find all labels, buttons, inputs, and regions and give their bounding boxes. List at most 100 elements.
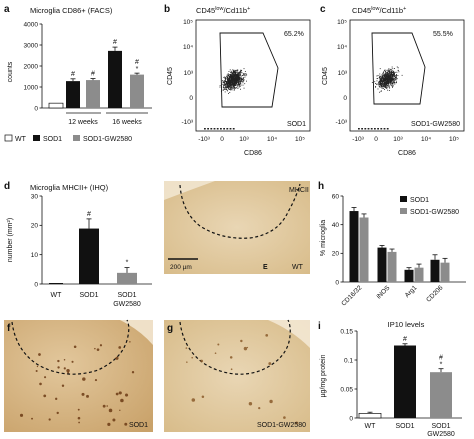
stained-cell	[185, 347, 188, 349]
panel-c-xlabel: CD86	[398, 150, 416, 157]
stained-cell	[125, 393, 129, 397]
panel-b-yticks: 10⁵ 10⁴ 10³ 0 -10³	[181, 19, 193, 126]
bar-sod1-12wk	[66, 81, 80, 108]
event-dot	[393, 72, 395, 74]
event-dot	[221, 86, 223, 88]
stained-cell	[108, 408, 113, 413]
event-dot	[228, 78, 230, 80]
panel-d: d Microglia MHCII+ (IHQ) number (mm²) 0 1…	[4, 181, 152, 308]
ytick: 10⁵	[337, 19, 347, 26]
event-dot	[229, 71, 231, 73]
panel-c-xticks: -10³ 0 10³ 10⁴ 10⁵	[352, 136, 459, 143]
event-dot	[239, 75, 241, 77]
micrograph-f	[4, 320, 153, 432]
event-dot	[230, 85, 231, 87]
event-dot	[243, 73, 245, 75]
stained-cell	[36, 365, 39, 368]
legend-swatch-wt	[4, 134, 13, 142]
legend-label-gw: SOD1-GW2580	[83, 136, 132, 143]
event-dot	[393, 78, 395, 80]
event-dot	[234, 72, 236, 74]
event-dot	[383, 83, 385, 85]
event-dot	[224, 81, 226, 83]
event-dot	[230, 89, 231, 91]
event-dot	[238, 86, 240, 88]
event-dot	[230, 77, 232, 79]
event-dot	[231, 76, 233, 78]
stained-cell	[120, 398, 124, 403]
event-dot	[384, 77, 385, 79]
event-dot	[379, 84, 381, 86]
event-dot	[232, 84, 234, 85]
event-dot	[237, 82, 239, 84]
event-dot	[384, 76, 386, 78]
xtick-label: Arg1	[404, 284, 419, 299]
stained-cell	[94, 347, 96, 350]
event-dot	[379, 80, 381, 82]
event-dot	[239, 71, 241, 73]
event-dot	[226, 77, 228, 79]
event-dot	[395, 76, 397, 77]
event-dot	[229, 69, 231, 71]
event-dot	[387, 79, 389, 81]
event-dot	[383, 89, 385, 90]
event-dot	[235, 87, 237, 89]
bar-sod1	[404, 269, 414, 282]
event-dot	[244, 83, 246, 85]
event-dot	[240, 81, 242, 83]
event-dot	[238, 74, 240, 76]
event-dot	[240, 70, 242, 72]
event-dot	[231, 73, 233, 75]
event-dot	[394, 75, 395, 77]
event-dot	[236, 82, 238, 84]
event-dot	[392, 85, 394, 87]
event-dot	[380, 77, 382, 79]
event-dot	[388, 74, 390, 76]
significance-mark: *	[440, 362, 443, 369]
ytick-label: 1000	[24, 84, 39, 91]
event-dot	[234, 87, 236, 89]
panel-b-gate	[219, 32, 279, 108]
event-dot	[224, 83, 226, 85]
event-dot	[392, 70, 394, 72]
event-dot	[382, 77, 384, 79]
panel-i-title: IP10 levels	[388, 320, 425, 329]
bar-sod1	[377, 247, 387, 282]
event-dot	[238, 80, 240, 82]
event-dot	[229, 75, 231, 77]
event-dot	[383, 70, 385, 71]
event-dot	[397, 69, 399, 71]
bar-gw-12wk	[86, 80, 100, 108]
event-dot	[234, 73, 236, 75]
event-dot	[392, 78, 394, 80]
event-dot	[385, 75, 387, 77]
event-dot	[223, 83, 225, 85]
ytick-label: 0.1	[344, 357, 353, 364]
event-dot	[382, 78, 384, 80]
event-dot	[387, 74, 389, 75]
event-dot	[376, 77, 378, 79]
event-dot	[228, 84, 230, 86]
event-dot	[224, 85, 226, 86]
event-dot	[380, 75, 382, 77]
event-dot	[232, 72, 234, 74]
ytick-label: 60	[332, 193, 340, 200]
panel-e-sample: WT	[292, 264, 304, 271]
event-dot	[235, 71, 237, 73]
event-dot	[230, 89, 232, 91]
stained-cell	[106, 405, 108, 407]
event-dot	[226, 83, 227, 85]
event-dot	[386, 75, 388, 77]
event-dot	[229, 81, 231, 83]
event-dot	[390, 77, 392, 79]
event-dot	[380, 77, 382, 79]
event-dot	[386, 81, 387, 83]
event-dot	[378, 81, 380, 83]
xtick-label: CD16/32	[340, 284, 363, 307]
event-dot	[244, 76, 246, 78]
event-dot	[222, 81, 224, 82]
stained-cell	[214, 352, 217, 355]
event-dot	[228, 81, 230, 83]
event-dot	[388, 68, 390, 70]
event-dot	[230, 78, 232, 80]
